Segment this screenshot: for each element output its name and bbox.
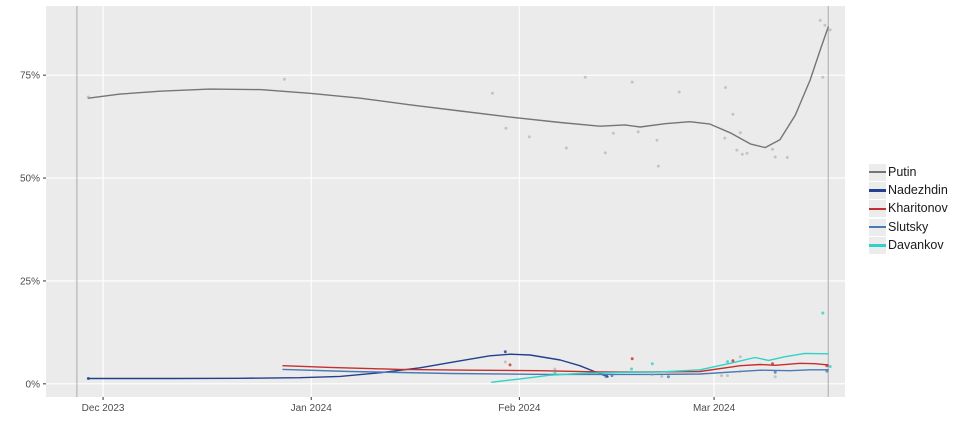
poll-point-putin — [564, 146, 568, 150]
poll-point-putin — [731, 112, 735, 116]
poll-point-putin — [527, 135, 531, 139]
poll-point-putin — [655, 138, 659, 142]
poll-point-davankov — [630, 367, 633, 371]
poll-point-gray — [553, 367, 557, 371]
poll-point-nadezhdin — [86, 377, 90, 380]
y-tick-label: 0% — [26, 379, 41, 390]
legend-swatch-icon — [869, 225, 886, 229]
poll-point-putin — [785, 156, 789, 159]
poll-point-putin — [656, 164, 660, 168]
x-tick-label: Dec 2023 — [82, 403, 125, 414]
legend-key-davankov — [869, 236, 886, 254]
poll-point-slutsky — [773, 370, 777, 374]
poll-point-davankov — [553, 371, 557, 375]
legend-key-putin — [869, 163, 886, 181]
poll-point-putin — [771, 147, 774, 151]
poll-point-putin — [821, 75, 825, 79]
plot-panel — [46, 6, 845, 397]
poll-point-putin — [723, 136, 727, 140]
poll-point-davankov — [726, 360, 729, 364]
legend-item-putin: Putin — [869, 163, 948, 181]
legend-key-kharitonov — [869, 200, 886, 218]
legend-label: Nadezhdin — [888, 183, 948, 198]
poll-point-putin — [677, 90, 681, 94]
poll-point-putin — [818, 18, 822, 22]
poll-point-putin — [738, 131, 742, 135]
legend-label: Kharitonov — [888, 201, 948, 216]
poll-point-putin — [724, 86, 727, 89]
poll-point-gray — [720, 374, 723, 378]
poll-point-gray — [738, 370, 742, 373]
x-tick-label: Mar 2024 — [693, 403, 736, 414]
poll-point-gray — [660, 374, 664, 378]
y-tick-label: 75% — [20, 71, 40, 82]
x-tick-label: Jan 2024 — [291, 403, 333, 414]
poll-point-putin — [491, 91, 494, 95]
poll-point-putin — [636, 130, 640, 134]
legend: Putin Nadezhdin Kharitonov Slutsky Davankov — [869, 163, 948, 254]
poll-point-nadezhdin — [503, 350, 507, 354]
legend-item-nadezhdin: Nadezhdin — [869, 181, 948, 199]
legend-item-davankov: Davankov — [869, 236, 948, 254]
poll-point-kharitonov — [630, 357, 634, 361]
trend-line-putin — [87, 26, 829, 149]
poll-point-slutsky — [666, 375, 670, 379]
poll-point-putin — [611, 131, 615, 135]
poll-point-putin — [630, 80, 634, 84]
poll-point-kharitonov — [771, 362, 774, 366]
legend-swatch-icon — [869, 207, 886, 210]
poll-point-kharitonov — [508, 363, 512, 367]
poll-point-putin — [828, 28, 832, 32]
legend-item-slutsky: Slutsky — [869, 218, 948, 236]
poll-point-slutsky — [825, 369, 829, 373]
poll-point-putin — [583, 75, 587, 79]
poll-point-putin — [504, 126, 508, 130]
poll-point-putin — [740, 152, 744, 156]
poll-point-gray — [738, 355, 742, 359]
poll-point-putin — [823, 23, 827, 27]
legend-key-slutsky — [869, 218, 886, 236]
poll-point-gray — [503, 360, 507, 364]
x-tick-label: Feb 2024 — [498, 403, 541, 414]
legend-label: Putin — [888, 164, 917, 179]
poll-point-putin — [603, 151, 607, 155]
legend-label: Slutsky — [888, 219, 929, 234]
poll-point-kharitonov — [825, 364, 829, 368]
y-tick-label: 25% — [20, 276, 40, 287]
poll-point-putin — [86, 95, 90, 99]
poll-point-davankov — [821, 311, 825, 315]
legend-item-kharitonov: Kharitonov — [869, 200, 948, 218]
poll-point-gray — [726, 374, 729, 378]
poll-point-gray — [603, 375, 607, 379]
legend-key-nadezhdin — [869, 181, 886, 199]
poll-point-davankov — [650, 362, 654, 366]
trend-line-davankov — [491, 352, 829, 383]
poll-point-putin — [773, 155, 777, 159]
poll-point-davankov — [828, 365, 832, 368]
poll-point-gray — [650, 373, 654, 377]
poll-point-putin — [282, 77, 286, 81]
legend-label: Davankov — [888, 238, 944, 253]
trend-line-nadezhdin — [87, 353, 609, 380]
poll-point-gray — [773, 375, 777, 379]
legend-swatch-icon — [869, 170, 886, 174]
poll-point-slutsky — [610, 374, 614, 378]
poll-point-kharitonov — [731, 359, 735, 363]
poll-point-putin — [745, 151, 749, 155]
y-tick-label: 50% — [20, 174, 40, 185]
trend-line-slutsky — [282, 368, 829, 376]
legend-swatch-icon — [869, 244, 886, 247]
poll-point-putin — [735, 148, 739, 152]
legend-swatch-icon — [869, 189, 886, 192]
